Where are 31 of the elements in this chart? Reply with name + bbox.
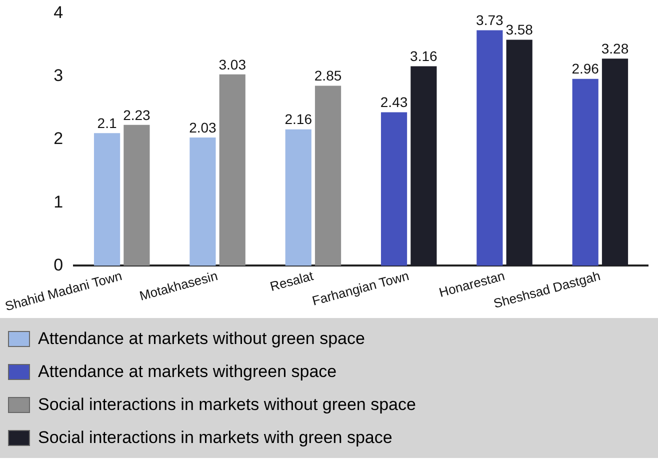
bar: [190, 138, 216, 266]
data-label: 2.03: [189, 119, 217, 136]
x-tick-label: Resalat: [268, 268, 316, 294]
bar: [285, 129, 312, 266]
y-tick-label: 3: [54, 66, 64, 86]
y-tick-label: 0: [54, 255, 64, 274]
bar: [572, 78, 598, 266]
bar: [380, 112, 408, 266]
data-label: 3.73: [476, 12, 504, 28]
data-label: 2.16: [284, 111, 312, 128]
legend-label: Social interactions in markets without green space: [38, 394, 416, 414]
bar: [94, 133, 120, 266]
data-label: 2.43: [380, 94, 408, 110]
legend-label: Social interactions in markets with green space: [38, 428, 392, 448]
bar: [219, 74, 246, 266]
data-label: 3.16: [410, 48, 438, 64]
bar: [476, 30, 503, 266]
data-label: 2.1: [97, 114, 117, 131]
bar: [124, 124, 150, 266]
legend-label: Attendance at markets withgreen space: [38, 362, 337, 382]
data-label: 2.23: [123, 106, 151, 123]
data-label: 3.58: [506, 22, 534, 38]
data-label: 3.03: [218, 56, 246, 72]
legend-label: Attendance at markets without green space: [38, 328, 365, 348]
data-label: 2.96: [572, 60, 600, 77]
data-label: 2.85: [314, 68, 342, 84]
y-tick-label: 4: [54, 2, 64, 22]
bar: [314, 86, 342, 266]
y-tick-label: 1: [54, 192, 64, 212]
y-tick-label: 2: [54, 129, 64, 148]
data-label: 3.28: [601, 40, 629, 57]
